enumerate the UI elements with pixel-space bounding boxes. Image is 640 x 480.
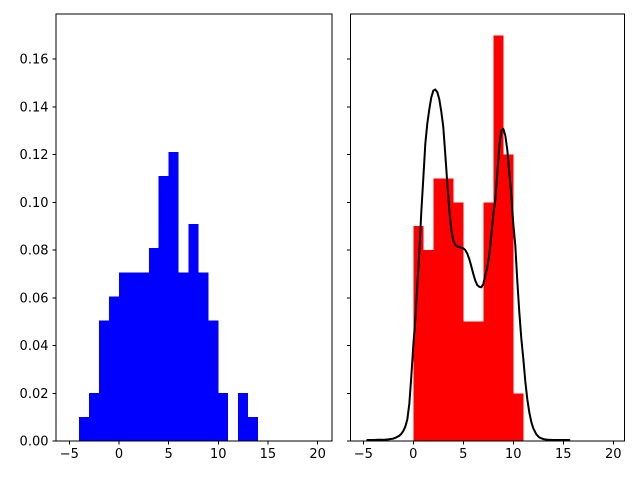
right-histogram <box>413 35 524 441</box>
x-tick-label: −5 <box>60 447 79 462</box>
x-tick-label: 20 <box>605 447 622 462</box>
x-tick-label: 5 <box>164 447 172 462</box>
histogram-bar <box>198 272 209 441</box>
left-y-axis: 0.00 0.02 0.04 0.06 0.08 0.10 0.12 0.14 0.16 <box>20 53 56 450</box>
left-axes-frame <box>55 13 333 442</box>
histogram-bar <box>493 35 504 441</box>
right-x-axis: −5 0 5 10 15 20 <box>354 441 622 462</box>
left-histogram <box>79 151 259 442</box>
x-tick-label: 0 <box>115 447 123 462</box>
left-axes: −5 0 5 10 15 200.000.020.040.060.080.100.120.… <box>20 13 333 462</box>
histogram-bar <box>138 272 149 441</box>
x-tick-label: 20 <box>309 447 326 462</box>
y-tick-label: 0.04 <box>20 339 49 354</box>
right-axes-frame <box>350 13 625 442</box>
x-tick-label: 15 <box>555 447 572 462</box>
histogram-bar <box>158 175 169 442</box>
right-y-axis <box>347 58 351 442</box>
histogram-bar <box>433 178 444 441</box>
y-tick-label: 0.08 <box>20 244 49 259</box>
histogram-bar <box>503 154 514 441</box>
left-x-axis: −5 0 5 10 15 20 <box>60 441 326 462</box>
y-tick-label: 0.00 <box>20 435 49 450</box>
y-tick-label: 0.12 <box>20 148 49 163</box>
histogram-bar <box>463 321 474 441</box>
y-tick-label: 0.10 <box>20 196 49 211</box>
histogram-bar <box>168 151 179 442</box>
histogram-bar <box>238 392 249 441</box>
histogram-bar <box>248 416 259 441</box>
x-tick-label: 15 <box>260 447 277 462</box>
kde-curve <box>366 88 571 442</box>
histogram-bar <box>99 320 110 441</box>
histogram-bar <box>188 224 199 441</box>
histogram-bar <box>148 248 159 441</box>
x-tick-label: 10 <box>210 447 227 462</box>
histogram-bar <box>513 393 524 441</box>
y-tick-label: 0.14 <box>20 100 49 115</box>
histogram-bar <box>453 202 464 441</box>
y-tick-label: 0.02 <box>20 387 49 402</box>
right-axes: −5 0 5 10 15 20 <box>347 13 625 462</box>
y-tick-label: 0.16 <box>20 53 49 68</box>
histogram-bar <box>218 392 229 441</box>
histogram-bar <box>423 250 434 441</box>
histogram-bar <box>483 202 494 441</box>
x-tick-label: −5 <box>354 447 373 462</box>
x-tick-label: 0 <box>409 447 417 462</box>
histogram-bar <box>79 416 90 441</box>
histogram-bar <box>89 392 100 441</box>
histogram-bar <box>109 296 119 441</box>
y-tick-label: 0.06 <box>20 291 49 306</box>
histogram-bar <box>178 272 189 441</box>
histogram-bar <box>208 320 219 441</box>
x-tick-label: 5 <box>459 447 467 462</box>
histogram-bar <box>473 321 484 441</box>
x-tick-label: 10 <box>505 447 522 462</box>
histogram-bar <box>128 272 139 441</box>
histogram-bar <box>443 178 454 441</box>
histogram-bar <box>118 272 129 441</box>
histogram-bar <box>413 226 424 441</box>
